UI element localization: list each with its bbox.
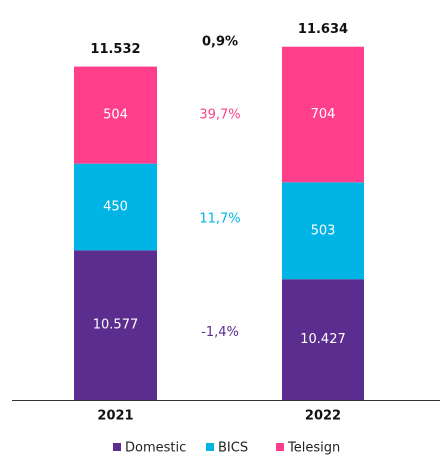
- value-label: 704: [311, 107, 336, 122]
- bar-segment: [282, 279, 364, 400]
- value-label: 450: [103, 199, 128, 214]
- change-label: 39,7%: [199, 107, 240, 122]
- change-label: -1,4%: [201, 325, 239, 340]
- legend-swatch: [276, 443, 284, 451]
- bar-segment: [282, 46, 364, 183]
- total-change: 0,9%: [202, 35, 238, 50]
- x-tick-label: 2022: [305, 409, 341, 424]
- legend-swatch: [206, 443, 214, 451]
- value-label: 503: [311, 223, 336, 238]
- value-label: 504: [103, 108, 128, 123]
- value-label: 10.577: [93, 318, 139, 333]
- bar-segment: [74, 66, 157, 164]
- change-label: 11,7%: [199, 211, 240, 226]
- legend-label: Telesign: [287, 441, 340, 456]
- total-label: 11.634: [298, 22, 348, 37]
- total-label: 11.532: [90, 42, 140, 57]
- legend-swatch: [113, 443, 121, 451]
- bar-segment: [282, 182, 364, 280]
- legend-label: Domestic: [125, 441, 186, 456]
- bar-segment: [74, 250, 157, 400]
- value-label: 10.427: [300, 332, 346, 347]
- bar-segment: [74, 163, 157, 251]
- x-tick-label: 2021: [97, 409, 133, 424]
- legend-label: BICS: [218, 441, 248, 456]
